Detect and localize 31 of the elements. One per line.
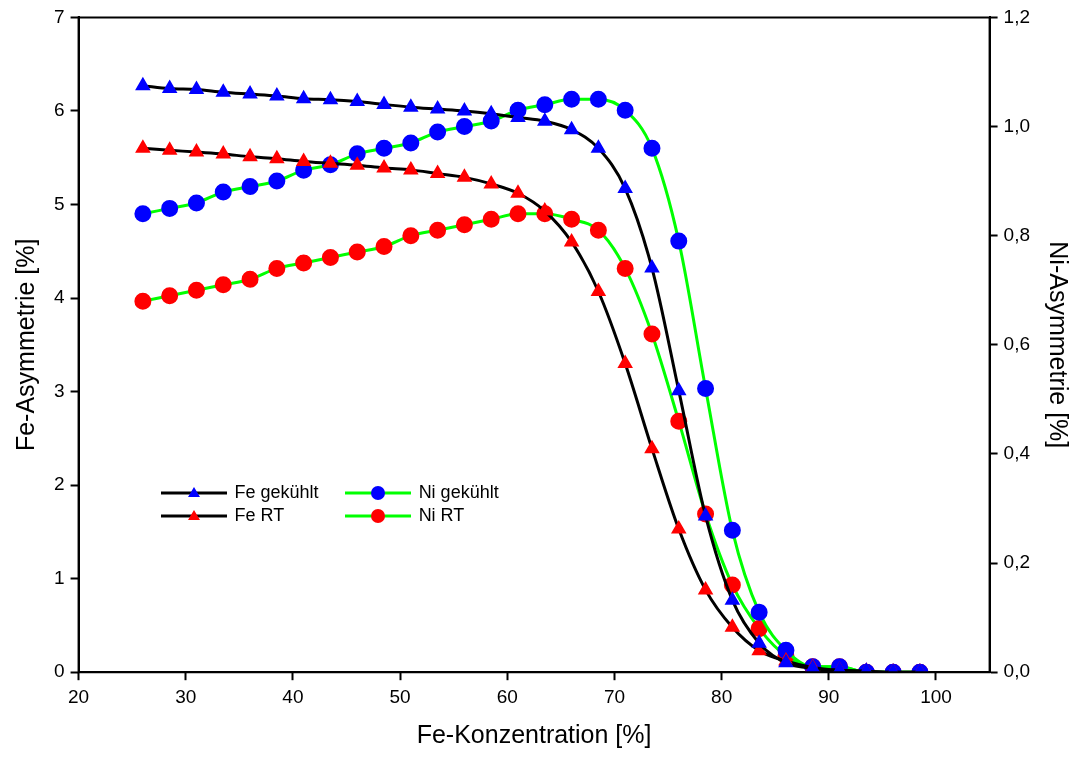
- x-tick-label: 50: [389, 685, 411, 707]
- y2-tick-label: 0,2: [1003, 551, 1031, 573]
- x-tick-label: 80: [711, 685, 733, 707]
- y-tick-label: 3: [53, 379, 65, 401]
- x-tick-label: 90: [818, 685, 840, 707]
- x-axis-title: Fe-Konzentration [%]: [416, 719, 652, 748]
- x-tick-label: 40: [282, 685, 304, 707]
- x-tick-label: 30: [175, 685, 197, 707]
- y-tick-label: 0: [53, 660, 65, 682]
- legend-label: Ni gekühlt: [418, 482, 499, 504]
- y-tick-label: 5: [53, 192, 65, 214]
- y2-tick-label: 0,0: [1003, 660, 1031, 682]
- x-tick-label: 20: [68, 685, 90, 707]
- y-tick-label: 1: [53, 566, 65, 588]
- y-tick-label: 6: [53, 99, 65, 121]
- y-tick-label: 2: [53, 473, 65, 495]
- legend-label: Fe RT: [234, 505, 285, 527]
- legend-label: Fe gekühlt: [234, 482, 319, 504]
- y2-tick-label: 0,8: [1003, 223, 1031, 245]
- y2-tick-label: 0,6: [1003, 333, 1031, 355]
- x-tick-label: 100: [920, 685, 952, 707]
- y2-tick-label: 1,0: [1003, 114, 1031, 136]
- x-tick-label: 70: [603, 685, 626, 707]
- y-tick-label: 7: [53, 5, 65, 27]
- y2-tick-label: 1,2: [1003, 5, 1031, 27]
- y2-axis-title: Ni-Asymmetrie [%]: [1045, 241, 1074, 449]
- x-tick-label: 60: [496, 685, 518, 707]
- y-axis-title: Fe-Asymmetrie [%]: [10, 238, 39, 452]
- y2-tick-label: 0,4: [1003, 442, 1031, 464]
- legend-label: Ni RT: [418, 505, 465, 527]
- y-tick-label: 4: [53, 286, 65, 308]
